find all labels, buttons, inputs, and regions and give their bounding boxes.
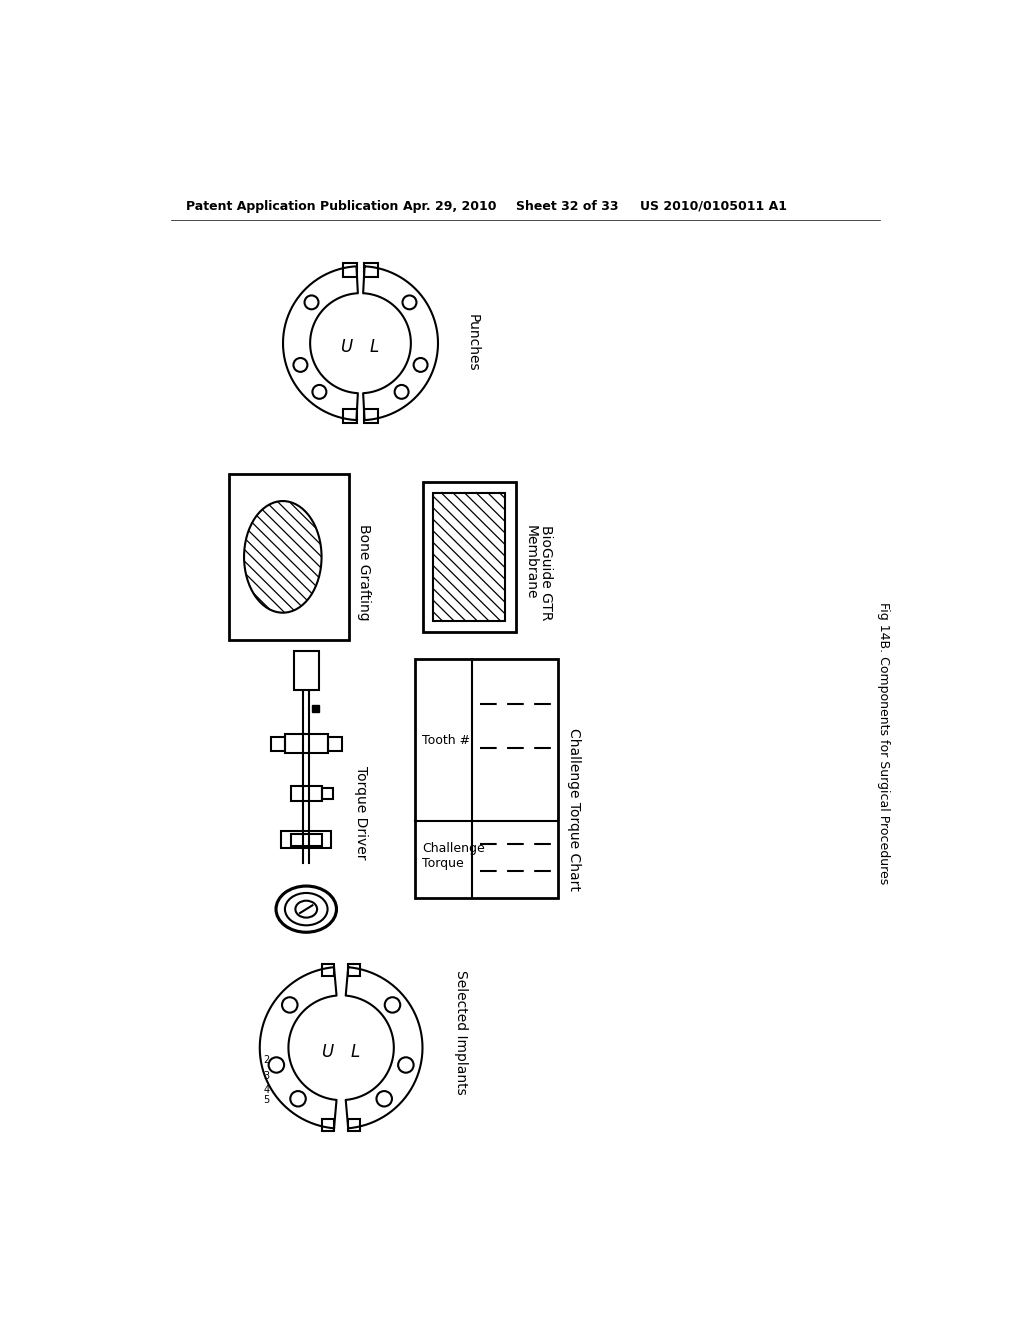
Bar xyxy=(322,788,333,799)
Text: U: U xyxy=(322,1043,333,1060)
Bar xyxy=(228,474,349,640)
Text: Tooth #: Tooth # xyxy=(423,734,471,747)
Bar xyxy=(328,737,342,751)
Bar xyxy=(322,1119,334,1131)
Text: Fig 14B. Components for Surgical Procedures: Fig 14B. Components for Surgical Procedu… xyxy=(878,602,890,884)
Text: 3: 3 xyxy=(263,1071,269,1081)
Text: Bone Grafting: Bone Grafting xyxy=(356,524,371,620)
Bar xyxy=(348,964,360,977)
Bar xyxy=(365,263,378,277)
Text: L: L xyxy=(370,338,379,356)
Bar xyxy=(294,651,318,689)
Bar xyxy=(285,734,328,752)
Bar xyxy=(433,492,505,622)
Bar xyxy=(311,705,318,711)
Text: US 2010/0105011 A1: US 2010/0105011 A1 xyxy=(640,199,786,213)
Bar xyxy=(322,964,334,977)
Bar xyxy=(365,409,378,424)
Text: Challenge Torque Chart: Challenge Torque Chart xyxy=(566,727,581,891)
Bar xyxy=(348,1119,360,1131)
Bar xyxy=(282,832,331,849)
Text: L: L xyxy=(350,1043,359,1060)
Text: Selected Implants: Selected Implants xyxy=(455,970,468,1094)
Text: Torque Driver: Torque Driver xyxy=(353,766,368,859)
Text: 4: 4 xyxy=(263,1085,269,1094)
Bar xyxy=(343,263,356,277)
Text: Apr. 29, 2010: Apr. 29, 2010 xyxy=(403,199,497,213)
Text: Challenge
Torque: Challenge Torque xyxy=(423,842,485,870)
Text: 5: 5 xyxy=(263,1096,269,1105)
Text: Punches: Punches xyxy=(465,314,479,372)
Text: 2: 2 xyxy=(263,1055,269,1065)
Bar xyxy=(415,659,558,898)
Bar xyxy=(423,482,515,632)
Bar xyxy=(343,409,356,424)
Text: Sheet 32 of 33: Sheet 32 of 33 xyxy=(515,199,618,213)
Bar xyxy=(291,785,322,801)
Bar xyxy=(291,834,322,846)
Bar xyxy=(270,737,285,751)
Text: U: U xyxy=(341,338,352,356)
Text: BioGuide GTR
Membrane: BioGuide GTR Membrane xyxy=(523,524,553,620)
Text: Patent Application Publication: Patent Application Publication xyxy=(186,199,398,213)
